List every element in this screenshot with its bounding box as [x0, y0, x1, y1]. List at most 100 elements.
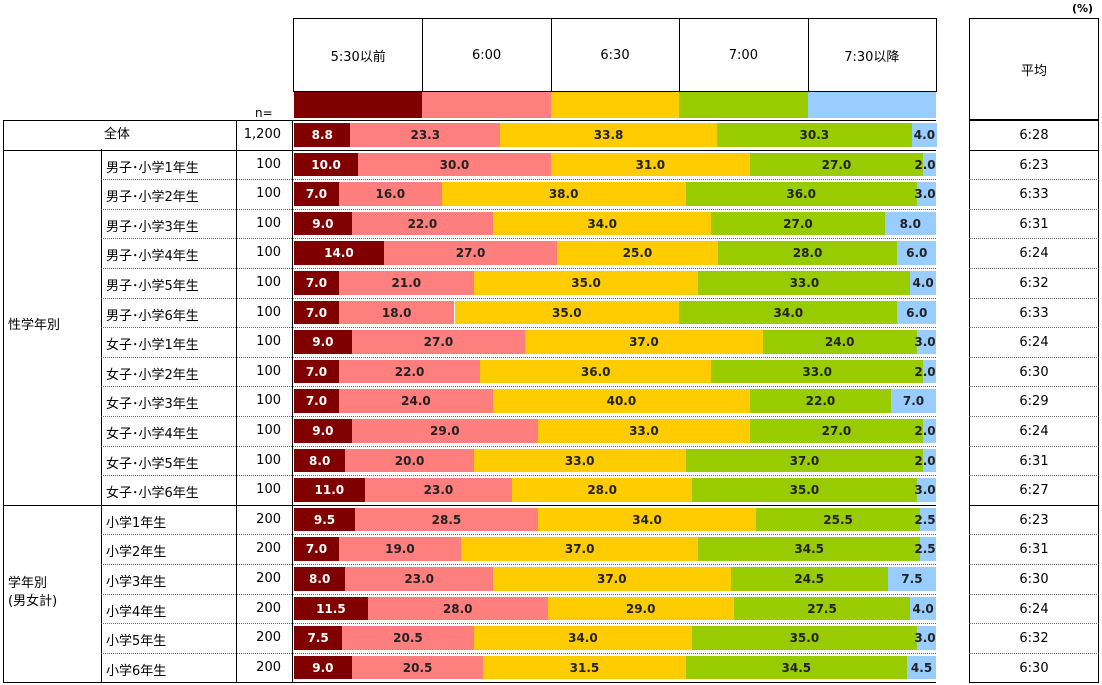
bar-segment: [294, 478, 365, 502]
row-n: 200: [256, 571, 281, 586]
row-average: 6:30: [1019, 572, 1049, 587]
bar-segment: [911, 123, 938, 147]
bar-segment: [367, 596, 548, 621]
bar-segment: [749, 389, 892, 413]
group-label-grade-line2: (男女計): [8, 594, 58, 609]
row-average: 6:30: [1019, 660, 1049, 676]
row-separator: [101, 475, 936, 477]
bar-segment: [354, 507, 538, 532]
row-separator: [101, 386, 936, 388]
group-label-gender-grade: 性学年別: [8, 318, 61, 333]
row-n: 200: [256, 511, 281, 527]
bar-segment: [345, 567, 494, 591]
average-row-separator: [969, 179, 1099, 181]
row-n: 100: [256, 363, 281, 379]
average-row-separator: [969, 504, 1099, 506]
row-label: 小学3年生: [106, 575, 167, 590]
group-separator: [3, 149, 936, 151]
average-header: 平均: [969, 18, 1099, 120]
bar-segment: [749, 419, 924, 443]
bar-segment: [294, 419, 352, 443]
legend-swatch-3: [550, 92, 680, 118]
row-label: 女子･小学5年生: [106, 456, 199, 472]
average-row-separator: [969, 416, 1099, 417]
bar-segment: [685, 448, 924, 473]
row-average: 6:24: [1019, 601, 1049, 617]
row-n: 100: [256, 275, 281, 290]
bar-segment: [907, 655, 936, 680]
row-average: 6:33: [1019, 187, 1049, 203]
row-n: 200: [256, 600, 281, 616]
bar-segment: [493, 211, 712, 236]
row-separator: [101, 534, 936, 536]
bar-segment: [512, 478, 693, 502]
row-average: 6:31: [1019, 542, 1049, 558]
row-average: 6:33: [1019, 305, 1049, 321]
bar-segment: [294, 567, 346, 591]
row-label: 小学4年生: [106, 604, 167, 620]
bar-segment: [338, 300, 455, 325]
row-label: 小学5年生: [106, 634, 167, 650]
average-row-separator: [969, 445, 1099, 447]
bar-segment: [762, 330, 917, 354]
bar-segment: [338, 537, 461, 561]
bar-segment: [711, 211, 885, 236]
average-row-separator: [969, 149, 1099, 151]
row-separator: [101, 564, 936, 565]
bar-segment: [454, 300, 680, 325]
row-separator: [101, 416, 936, 417]
bar-segment: [351, 419, 538, 443]
n-label: n=: [255, 106, 273, 120]
bar-segment: [692, 478, 917, 502]
group-label-total: 全体: [104, 127, 131, 142]
row-separator: [101, 593, 936, 595]
bar-segment: [525, 330, 763, 354]
group-label-grade-line1: 学年別: [8, 576, 48, 591]
bar-segment: [733, 596, 911, 621]
bar-segment: [342, 626, 474, 650]
bar-segment: [358, 152, 551, 177]
row-average: 6:27: [1019, 483, 1049, 499]
average-row-separator: [969, 208, 1099, 210]
bar-segment: [294, 389, 339, 413]
average-row-separator: [969, 475, 1099, 477]
bar-segment: [338, 271, 474, 295]
bar-segment: [547, 596, 734, 621]
bar-segment: [897, 241, 936, 265]
row-average: 6:23: [1019, 512, 1049, 528]
bar-segment: [441, 182, 686, 206]
category-header-2: 6:00: [422, 19, 552, 91]
bar-segment: [294, 211, 352, 236]
bar-segment: [749, 152, 924, 177]
category-header-3: 6:30: [551, 19, 681, 91]
row-n: 200: [256, 659, 281, 675]
bar-segment: [756, 507, 920, 532]
row-n: 100: [256, 245, 281, 261]
average-row-separator: [969, 238, 1099, 240]
bar-segment: [473, 271, 699, 295]
bar-segment: [916, 478, 936, 502]
row-label: 男子･小学1年生: [106, 160, 199, 176]
bar-segment: [923, 448, 936, 473]
bar-segment: [351, 211, 493, 236]
bar-segment: [711, 359, 924, 384]
average-row-separator: [969, 386, 1099, 388]
bar-segment: [698, 537, 920, 561]
bar-segment: [692, 626, 917, 650]
average-row-separator: [969, 593, 1099, 595]
bar-segment: [294, 626, 343, 650]
bar-segment: [294, 241, 384, 265]
row-label: 小学1年生: [106, 515, 167, 531]
row-label: 女子･小学2年生: [106, 367, 199, 383]
row-average: 6:24: [1019, 246, 1049, 262]
row-n: 1,200: [243, 127, 281, 142]
row-label: 女子･小学3年生: [106, 397, 199, 413]
legend-swatch-1: [294, 92, 423, 118]
row-separator: [101, 297, 936, 299]
bar-segment: [338, 359, 481, 384]
bar-segment: [919, 507, 936, 532]
row-average: 6:32: [1019, 631, 1049, 647]
row-separator: [101, 652, 936, 654]
row-label: 男子･小学5年生: [106, 279, 199, 294]
bar-segment: [897, 300, 936, 325]
